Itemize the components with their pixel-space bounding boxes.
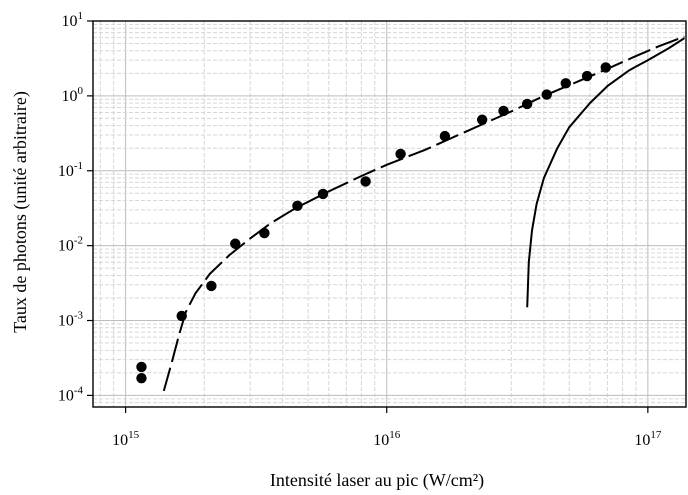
x-tick-label: 1017 xyxy=(634,429,662,449)
x-tick-label: 1015 xyxy=(112,429,140,449)
y-tick-label: 10-2 xyxy=(58,235,83,255)
plot-frame xyxy=(92,20,687,408)
data-point xyxy=(439,130,451,142)
data-point xyxy=(560,78,571,89)
y-tick-label: 10-3 xyxy=(58,310,84,330)
x-axis-title: Intensité laser au pic (W/cm²) xyxy=(270,470,484,491)
data-series xyxy=(136,35,685,392)
grid-lines xyxy=(93,20,686,408)
axes xyxy=(87,20,687,413)
y-tick-label: 100 xyxy=(62,85,84,105)
y-tick-label: 101 xyxy=(62,10,84,30)
data-point xyxy=(206,280,217,292)
solid-model-curve xyxy=(526,37,685,308)
dashed-fit-curve xyxy=(162,35,685,392)
data-point xyxy=(136,372,147,384)
x-tick-labels: 1015 1016 1017 xyxy=(112,429,662,449)
data-point xyxy=(230,238,241,249)
y-tick-label: 10-1 xyxy=(58,160,83,180)
y-axis-title: Taux de photons (unité arbitraire) xyxy=(10,91,31,333)
x-tick-label: 1016 xyxy=(373,429,401,449)
data-point xyxy=(317,188,329,200)
data-point xyxy=(292,200,303,212)
y-tick-labels: 10-4 10-3 10-2 10-1 100 101 xyxy=(58,10,84,404)
data-point xyxy=(395,148,406,160)
data-point xyxy=(136,361,147,373)
data-point xyxy=(360,176,371,187)
y-tick-label: 10-4 xyxy=(58,384,84,404)
